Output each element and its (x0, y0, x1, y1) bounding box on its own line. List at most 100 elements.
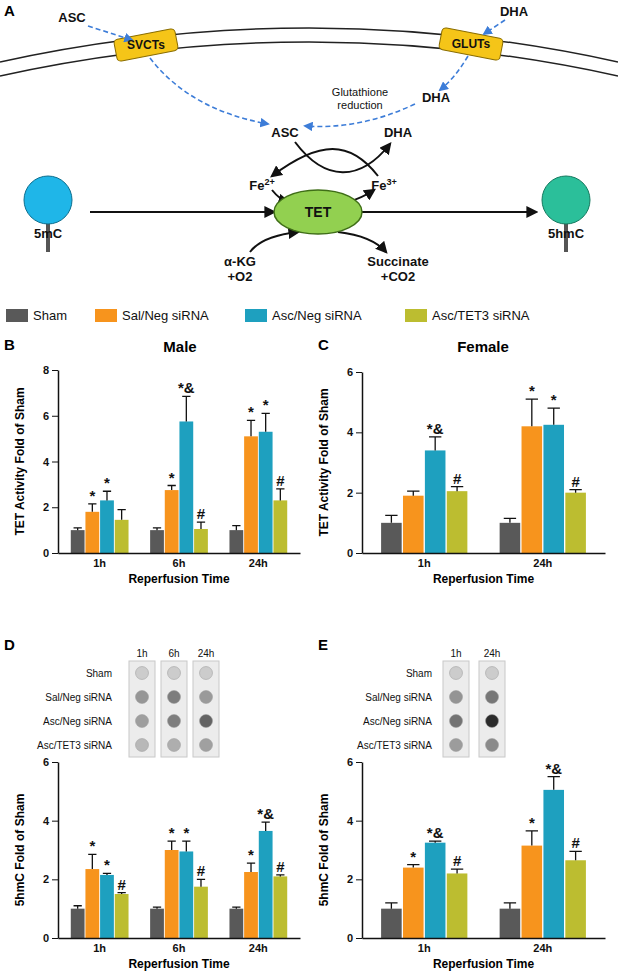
reaction-arrow (338, 232, 386, 252)
significance-mark: # (197, 862, 206, 879)
error-bar (153, 528, 161, 530)
error-bar (385, 515, 397, 523)
diagram-label-line: Fe2+ (249, 177, 275, 193)
dot-blot: 1h6h24hShamSal/Neg siRNAAsc/Neg siRNAAsc… (37, 648, 219, 757)
dot-blot: 1h24hShamSal/Neg siRNAAsc/Neg siRNAAsc/T… (357, 648, 505, 757)
y-tick-mark (356, 372, 362, 373)
bar (179, 851, 193, 938)
diagram-label-line: +O2 (228, 269, 253, 284)
bar (100, 500, 114, 553)
y-tick: 2 (43, 873, 58, 885)
x-axis: 1h6h24h (59, 553, 301, 569)
bar (425, 450, 446, 553)
error-bar (103, 873, 111, 874)
y-axis-title: 5hmC Fold of Sham (13, 794, 27, 907)
y-tick-mark (52, 507, 58, 508)
x-tick-label: 24h (533, 942, 552, 954)
membrane-inner (0, 42, 618, 76)
blot-dot (136, 667, 149, 680)
diagram-label-line: 5mC (34, 226, 63, 241)
blot-row-label: Asc/TET3 siRNA (37, 740, 112, 751)
error-bar (88, 854, 96, 869)
reaction-arrow (250, 232, 298, 252)
chart-title: Female (457, 338, 509, 355)
y-tick: 2 (43, 501, 58, 513)
panel-letter: B (4, 336, 15, 353)
diagram-label-line: Fe3+ (371, 177, 397, 193)
glut-transporter (438, 27, 503, 60)
error-bar (74, 906, 82, 909)
chart-panel: D******&###02461h6h24hReperfusion Time5h… (4, 636, 301, 971)
y-axis-line (362, 763, 364, 939)
y-tick-mark (52, 553, 58, 554)
significance-mark: *& (178, 379, 195, 396)
x-axis: 1h24h (363, 938, 606, 954)
y-tick: 4 (347, 426, 362, 438)
error-bar (74, 528, 82, 530)
y-tick-label: 0 (347, 547, 353, 559)
x-axis-line (59, 553, 301, 555)
significance-mark: *& (427, 420, 444, 437)
y-tick: 2 (347, 487, 362, 499)
blot-dot (450, 691, 463, 704)
chart-title: Male (163, 338, 196, 355)
y-tick-label: 4 (347, 426, 354, 438)
y-tick: 4 (43, 815, 58, 827)
x-axis-line (59, 938, 301, 940)
bar (500, 909, 521, 938)
bar (71, 909, 85, 938)
error-bar (385, 903, 397, 909)
error-bar (429, 841, 441, 842)
bar (165, 490, 179, 553)
blot-dot (486, 739, 499, 752)
error-bar (168, 841, 176, 850)
tet-enzyme (274, 190, 362, 234)
diagram-label-line: DHA (500, 4, 529, 19)
annotation-layer: *****&*## (89, 379, 285, 522)
legend-swatch (6, 309, 28, 322)
bar (543, 425, 564, 553)
error-bar (262, 413, 270, 431)
panel-letter: C (318, 336, 329, 353)
bar (259, 831, 273, 938)
x-tick-label: 1h (418, 557, 431, 569)
diagram-label: TET (305, 204, 332, 220)
bar (522, 846, 543, 938)
chart-panel: E***&*&##02461h24hReperfusion Time5hmC F… (317, 636, 606, 971)
x-axis-title: Reperfusion Time (433, 957, 534, 971)
significance-mark: # (453, 470, 462, 487)
x-tick: 6h (173, 938, 186, 954)
blot-dot (200, 691, 213, 704)
y-axis-line (362, 373, 364, 554)
blot-dot (450, 739, 463, 752)
blot-column-label: 1h (450, 648, 461, 659)
membrane-outer (0, 28, 618, 62)
x-tick-label: 24h (533, 557, 552, 569)
x-tick: 24h (533, 938, 552, 954)
diagram-label: Succinate+CO2 (367, 254, 428, 284)
error-bar (569, 490, 581, 493)
significance-mark: # (453, 852, 462, 869)
panel-letter: A (4, 2, 15, 19)
y-tick-label: 6 (347, 366, 353, 378)
error-bar (407, 865, 419, 868)
x-tick: 24h (533, 553, 552, 569)
bar (565, 860, 586, 938)
diagram-panel-a: AASCDHASVCTsGLUTsGlutathionereductionDHA… (0, 2, 618, 284)
significance-mark: * (529, 814, 535, 831)
bar (244, 872, 258, 938)
legend-swatch (405, 309, 427, 322)
bar (565, 493, 586, 553)
significance-mark: * (248, 403, 254, 420)
significance-mark: * (263, 396, 269, 413)
y-tick-mark (52, 416, 58, 417)
diagram-label: DHA (500, 4, 529, 19)
significance-mark: * (89, 837, 95, 854)
significance-mark: # (571, 473, 580, 490)
diagram-label: α-KG+O2 (224, 254, 256, 284)
y-tick: 4 (43, 456, 58, 468)
diagram-label: SVCTs (127, 38, 165, 52)
blot-dot (486, 691, 499, 704)
plot-area (71, 396, 287, 553)
error-bar (548, 408, 560, 425)
